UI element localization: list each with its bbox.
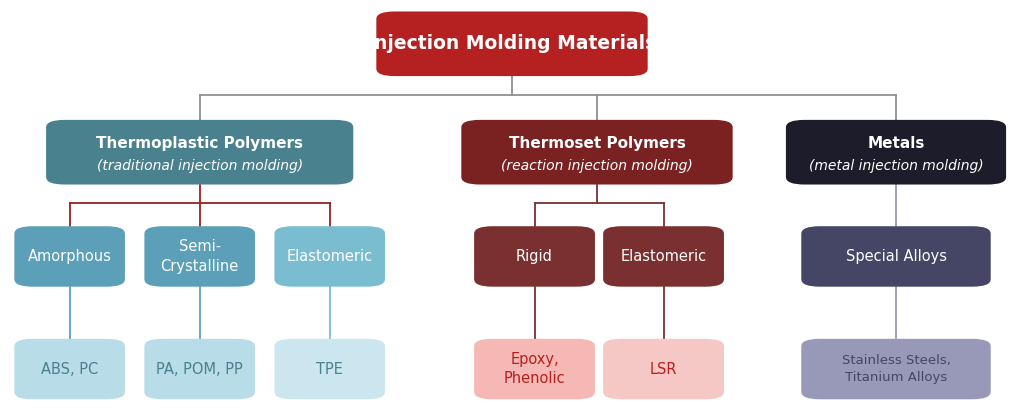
Text: Stainless Steels,
Titanium Alloys: Stainless Steels, Titanium Alloys (842, 354, 950, 384)
FancyBboxPatch shape (801, 226, 991, 287)
Text: Thermoplastic Polymers: Thermoplastic Polymers (96, 136, 303, 151)
FancyBboxPatch shape (274, 339, 385, 399)
Text: (traditional injection molding): (traditional injection molding) (96, 159, 303, 173)
Text: Amorphous: Amorphous (28, 249, 112, 264)
FancyBboxPatch shape (801, 339, 991, 399)
FancyBboxPatch shape (14, 226, 125, 287)
FancyBboxPatch shape (603, 226, 724, 287)
Text: Epoxy,
Phenolic: Epoxy, Phenolic (504, 352, 565, 387)
FancyBboxPatch shape (144, 226, 255, 287)
Text: Thermoset Polymers: Thermoset Polymers (509, 136, 685, 151)
FancyBboxPatch shape (46, 120, 353, 184)
Text: (reaction injection molding): (reaction injection molding) (501, 159, 693, 173)
Text: (metal injection molding): (metal injection molding) (809, 159, 983, 173)
Text: TPE: TPE (316, 362, 343, 377)
FancyBboxPatch shape (14, 339, 125, 399)
Text: Metals: Metals (867, 136, 925, 151)
Text: Special Alloys: Special Alloys (846, 249, 946, 264)
Text: Elastomeric: Elastomeric (287, 249, 373, 264)
FancyBboxPatch shape (603, 339, 724, 399)
FancyBboxPatch shape (474, 339, 595, 399)
FancyBboxPatch shape (377, 11, 648, 76)
FancyBboxPatch shape (474, 226, 595, 287)
Text: Semi-
Crystalline: Semi- Crystalline (161, 239, 239, 274)
Text: PA, POM, PP: PA, POM, PP (157, 362, 243, 377)
Text: Rigid: Rigid (516, 249, 553, 264)
FancyBboxPatch shape (144, 339, 255, 399)
Text: Elastomeric: Elastomeric (621, 249, 707, 264)
Text: ABS, PC: ABS, PC (41, 362, 98, 377)
Text: LSR: LSR (650, 362, 677, 377)
FancyBboxPatch shape (274, 226, 385, 287)
FancyBboxPatch shape (786, 120, 1006, 184)
FancyBboxPatch shape (461, 120, 733, 184)
Text: Injection Molding Materials: Injection Molding Materials (368, 34, 656, 53)
